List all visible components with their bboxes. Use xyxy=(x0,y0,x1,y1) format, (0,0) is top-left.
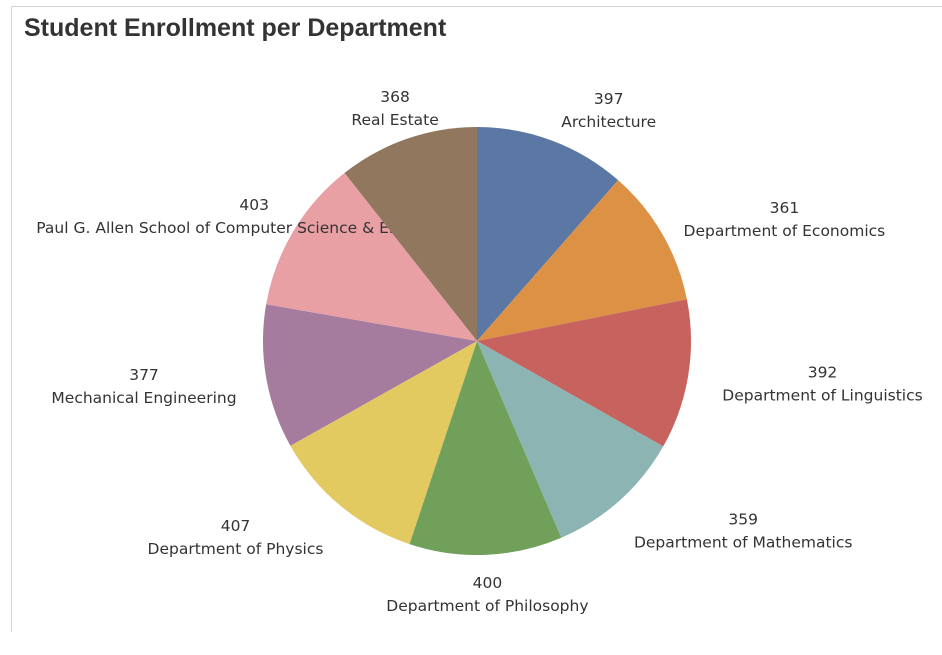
slice-value-label: 400 xyxy=(473,574,503,592)
slice-category-label: Department of Linguistics xyxy=(722,387,922,405)
slice-category-label: Mechanical Engineering xyxy=(51,389,236,407)
slice-value-label: 368 xyxy=(380,88,410,106)
slice-value-label: 403 xyxy=(239,196,269,214)
slice-value-label: 377 xyxy=(129,366,159,384)
pie-label-department-of-economics: 361 Department of Economics xyxy=(684,199,886,240)
pie-slice-architecture[interactable] xyxy=(477,127,619,341)
pie-slice-department-of-linguistics[interactable] xyxy=(477,299,692,447)
pie-label-paul-g-allen-school-of-computer-science-engineering: 403 Paul G. Allen School of Computer Scie… xyxy=(36,196,472,237)
slice-value-label: 361 xyxy=(770,199,800,217)
pie-slice-department-of-physics[interactable] xyxy=(290,341,477,545)
pie-label-real-estate: 368 Real Estate xyxy=(351,88,438,129)
chart-frame xyxy=(11,6,942,632)
pie-slice-paul-g-allen-school-of-computer-science-engineering[interactable] xyxy=(266,172,477,341)
slice-value-label: 407 xyxy=(221,517,251,535)
pie-label-architecture: 397 Architecture xyxy=(561,90,656,131)
pie-slice-department-of-mathematics[interactable] xyxy=(477,341,664,538)
slice-category-label: Department of Physics xyxy=(148,540,324,558)
slice-category-label: Department of Philosophy xyxy=(386,597,588,615)
slice-category-label: Real Estate xyxy=(351,111,438,129)
pie-label-department-of-philosophy: 400 Department of Philosophy xyxy=(386,574,588,615)
slice-value-label: 397 xyxy=(594,90,624,108)
pie-label-mechanical-engineering: 377 Mechanical Engineering xyxy=(51,366,236,407)
pie-label-department-of-mathematics: 359 Department of Mathematics xyxy=(634,510,852,551)
chart-title: Student Enrollment per Department xyxy=(24,14,447,42)
slice-value-label: 392 xyxy=(808,364,838,382)
pie-label-department-of-physics: 407 Department of Physics xyxy=(148,517,324,558)
slice-category-label: Department of Economics xyxy=(684,222,886,240)
slice-category-label: Architecture xyxy=(561,113,656,131)
slice-value-label: 359 xyxy=(728,510,758,528)
pie-label-department-of-linguistics: 392 Department of Linguistics xyxy=(722,364,922,405)
slice-category-label: Department of Mathematics xyxy=(634,533,852,551)
pie-slice-department-of-economics[interactable] xyxy=(477,180,687,341)
pie-slice-real-estate[interactable] xyxy=(344,127,477,341)
pie-slice-department-of-philosophy[interactable] xyxy=(409,341,562,556)
pie-slice-mechanical-engineering[interactable] xyxy=(263,304,477,446)
slice-category-label: Paul G. Allen School of Computer Science… xyxy=(36,219,472,237)
